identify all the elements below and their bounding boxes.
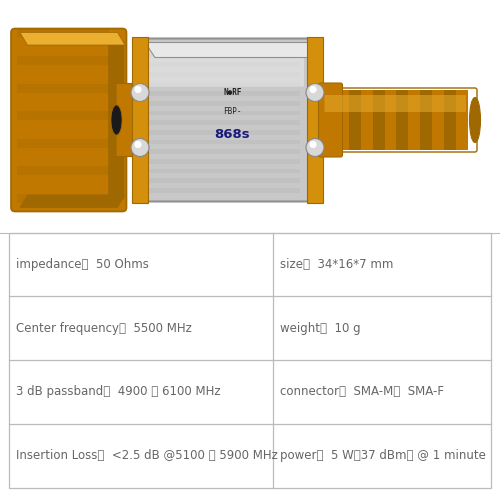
Bar [132,38,148,202]
Text: FBP-: FBP- [223,106,242,116]
Bar [142,188,300,192]
Bar [349,90,361,150]
Text: Insertion Loss：  <2.5 dB @5100 ～ 5900 MHz: Insertion Loss： <2.5 dB @5100 ～ 5900 MHz [16,449,278,462]
Text: impedance：  50 Ohms: impedance： 50 Ohms [16,258,150,271]
Bar [384,90,396,150]
Polygon shape [20,195,125,207]
Circle shape [310,141,316,148]
Bar [142,52,300,57]
Bar [18,166,109,175]
Text: 3 dB passband：  4900 ～ 6100 MHz: 3 dB passband： 4900 ～ 6100 MHz [16,386,221,398]
Bar [18,138,109,147]
Bar [9,232,491,488]
Bar [142,168,300,173]
Bar [18,194,109,202]
FancyBboxPatch shape [108,41,124,199]
Bar [326,90,338,150]
FancyBboxPatch shape [116,84,146,156]
Text: size：  34*16*7 mm: size： 34*16*7 mm [280,258,394,271]
Bar [420,90,432,150]
Bar [18,84,109,92]
Bar [142,43,300,48]
Circle shape [306,138,324,156]
Bar [142,62,300,67]
Text: connector：  SMA-M，  SMA-F: connector： SMA-M， SMA-F [280,386,444,398]
Bar [432,90,444,150]
FancyBboxPatch shape [324,95,466,112]
Circle shape [310,86,316,93]
Circle shape [131,138,149,156]
Bar [18,28,109,38]
Text: Center frequency：  5500 MHz: Center frequency： 5500 MHz [16,322,192,334]
Bar [142,92,300,96]
Circle shape [134,141,141,148]
Bar [142,178,300,183]
Bar [142,120,300,125]
Bar [142,130,300,134]
Bar [142,72,300,76]
Bar [338,90,349,150]
Text: 868s: 868s [214,128,250,141]
Circle shape [306,84,324,102]
Bar [142,150,300,154]
Bar [142,159,300,164]
FancyBboxPatch shape [11,28,126,212]
Bar [18,111,109,120]
Bar [142,101,300,105]
Circle shape [134,86,141,93]
Ellipse shape [111,105,122,135]
Bar [0,0,500,228]
Ellipse shape [470,98,480,142]
Bar [142,140,300,144]
FancyBboxPatch shape [136,38,319,202]
Bar [396,90,408,150]
Text: weight：  10 g: weight： 10 g [280,322,360,334]
Polygon shape [145,42,320,58]
Bar [456,90,468,150]
Text: N●RF: N●RF [223,88,242,97]
Bar [18,56,109,65]
Text: power：  5 W（37 dBm） @ 1 minute: power： 5 W（37 dBm） @ 1 minute [280,449,486,462]
Bar [444,90,456,150]
Bar [142,82,300,86]
FancyBboxPatch shape [318,83,342,157]
Bar [307,38,323,202]
Polygon shape [20,32,125,45]
Bar [142,110,300,115]
Bar [408,90,420,150]
FancyBboxPatch shape [144,45,304,86]
Bar [373,90,384,150]
Bar [361,90,373,150]
Circle shape [131,84,149,102]
